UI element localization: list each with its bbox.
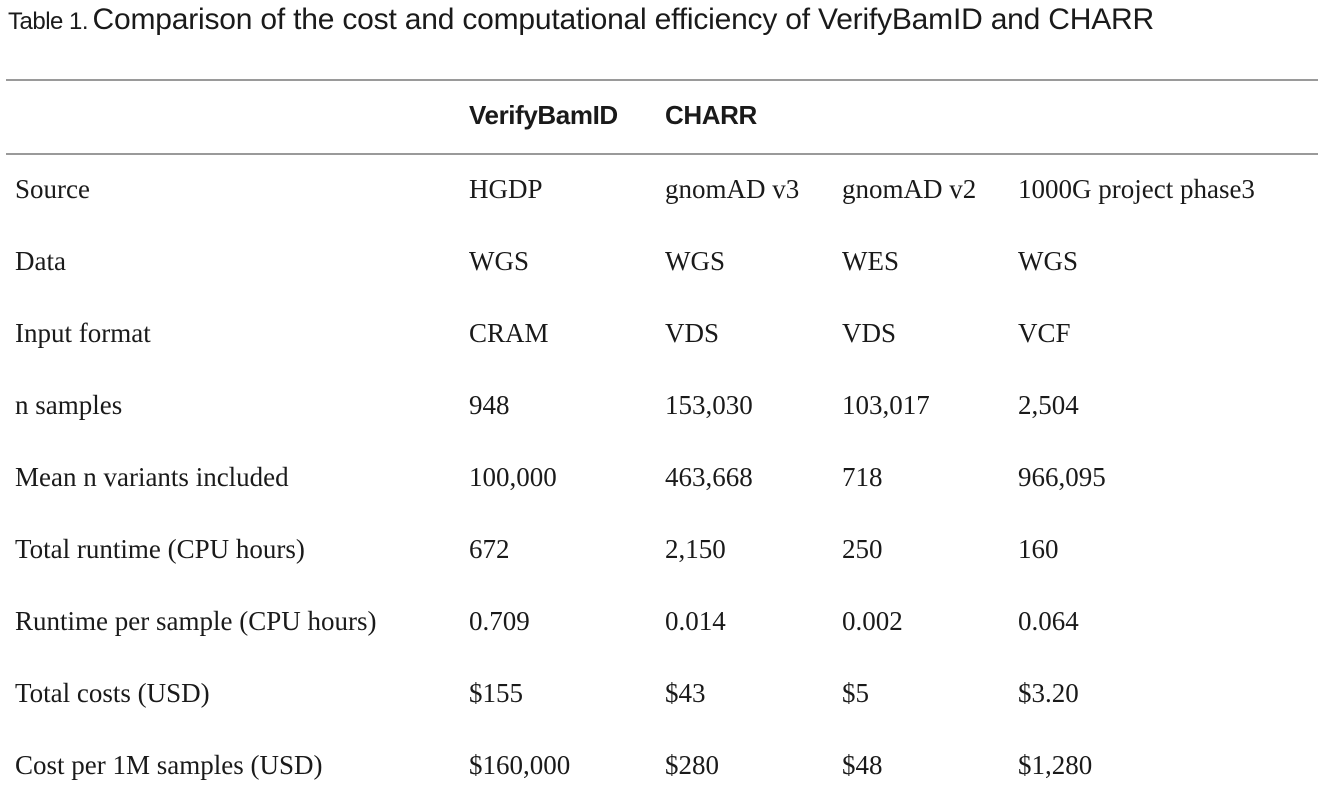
table-cell: 0.014 xyxy=(665,606,726,636)
table-cell: 103,017 xyxy=(842,390,930,420)
table-cell: 100,000 xyxy=(469,462,557,492)
table-cell: 718 xyxy=(842,462,883,492)
table-cell: WGS xyxy=(1018,246,1078,276)
row-label: Mean n variants included xyxy=(15,462,289,492)
table-cell: 2,504 xyxy=(1018,390,1079,420)
column-header-verifybamid: VerifyBamID xyxy=(469,100,618,130)
row-label: Source xyxy=(15,174,90,204)
table-cell: 0.064 xyxy=(1018,606,1079,636)
table-cell: WES xyxy=(842,246,899,276)
table-cell: 0.002 xyxy=(842,606,903,636)
table-caption: Table 1. Comparison of the cost and comp… xyxy=(8,0,1154,40)
table-cell: 2,150 xyxy=(665,534,726,564)
column-header-charr: CHARR xyxy=(665,100,757,130)
table-cell: 948 xyxy=(469,390,510,420)
table-caption-text: Comparison of the cost and computational… xyxy=(92,3,1155,36)
table-cell: 153,030 xyxy=(665,390,753,420)
table-cell: 160 xyxy=(1018,534,1059,564)
table-cell: $280 xyxy=(665,750,719,780)
table-cell: VDS xyxy=(665,318,720,348)
row-label: Total runtime (CPU hours) xyxy=(15,534,305,564)
table-cell: $5 xyxy=(842,678,869,708)
table-cell: VDS xyxy=(842,318,897,348)
table-cell: WGS xyxy=(665,246,725,276)
row-label: Cost per 1M samples (USD) xyxy=(15,750,323,780)
table-cell: 0.709 xyxy=(469,606,530,636)
table-cell: gnomAD v3 xyxy=(665,174,800,204)
table-cell: $3.20 xyxy=(1018,678,1079,708)
table-cell: 966,095 xyxy=(1018,462,1106,492)
table-cell: $1,280 xyxy=(1018,750,1093,780)
table-cell: HGDP xyxy=(469,174,543,204)
table-cell: 250 xyxy=(842,534,883,564)
row-label: Runtime per sample (CPU hours) xyxy=(15,606,377,636)
table-top-rule xyxy=(6,79,1318,81)
row-label: Input format xyxy=(15,318,151,348)
table-cell: VCF xyxy=(1018,318,1071,348)
row-label: n samples xyxy=(15,390,123,420)
table-cell: $160,000 xyxy=(469,750,571,780)
row-label: Data xyxy=(15,246,66,276)
table-cell: $43 xyxy=(665,678,706,708)
table-cell: gnomAD v2 xyxy=(842,174,977,204)
table-cell: 1000G project phase3 xyxy=(1018,174,1255,204)
table-cell: WGS xyxy=(469,246,529,276)
table-cell: $155 xyxy=(469,678,523,708)
table-cell: CRAM xyxy=(469,318,549,348)
table-cell: 672 xyxy=(469,534,510,564)
table-cell: $48 xyxy=(842,750,883,780)
table-caption-label: Table 1. xyxy=(8,8,89,35)
row-label: Total costs (USD) xyxy=(15,678,210,708)
table-header-rule xyxy=(6,153,1318,155)
table-cell: 463,668 xyxy=(665,462,753,492)
